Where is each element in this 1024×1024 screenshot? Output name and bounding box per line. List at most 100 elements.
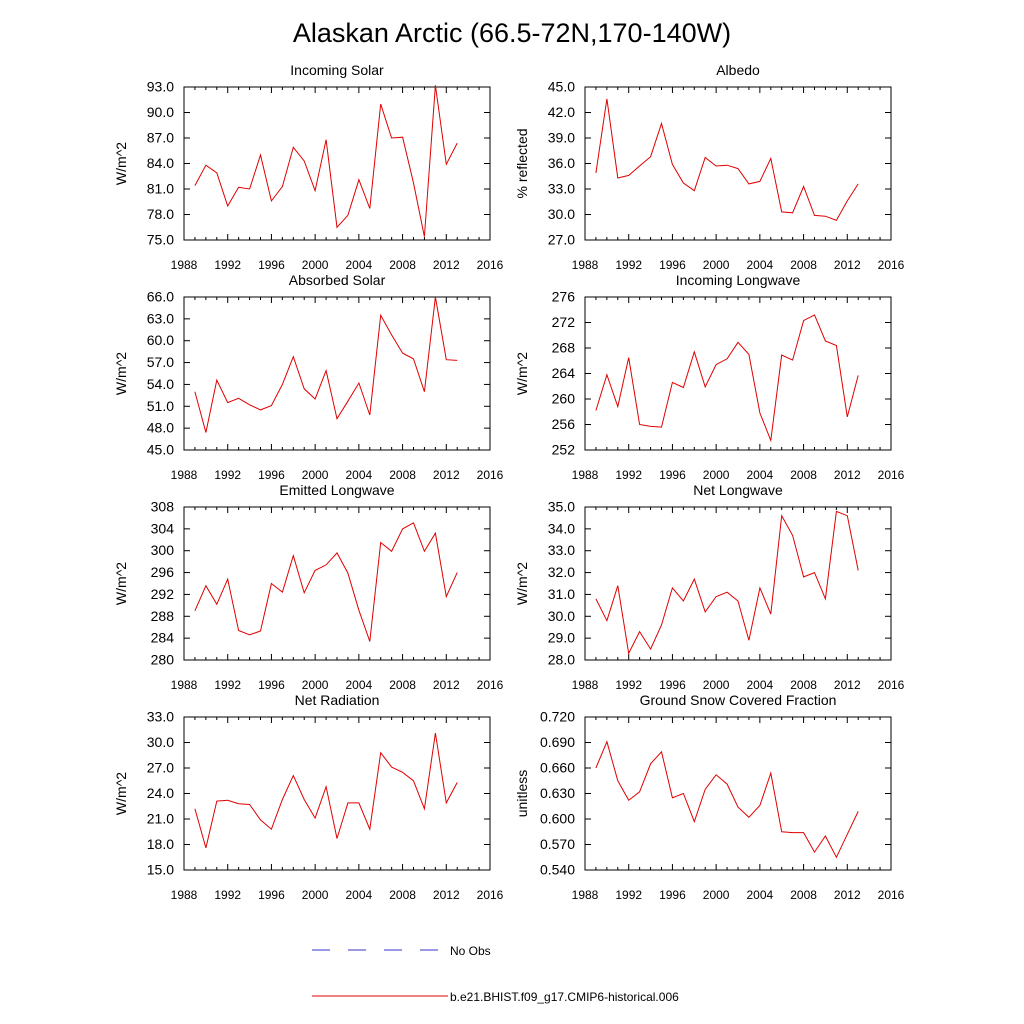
x-tick-label: 2000: [703, 468, 730, 482]
chart-panel: Ground Snow Covered Fraction unitless 1988…: [514, 692, 905, 902]
y-tick-label: 264: [552, 365, 576, 381]
x-tick-label: 1996: [659, 468, 686, 482]
y-tick-label: 27.0: [147, 760, 174, 776]
y-tick-label: 296: [151, 564, 175, 580]
x-tick-label: 1992: [615, 888, 642, 902]
y-axis-label: W/m^2: [113, 142, 129, 185]
x-tick-label: 2004: [346, 258, 373, 272]
y-tick-label: 268: [552, 340, 576, 356]
x-tick-label: 2012: [433, 468, 460, 482]
y-tick-label: 30.0: [548, 206, 575, 222]
chart-panel: Absorbed Solar W/m^2 1988 1992 1996 2000 2004 2…: [113, 272, 504, 482]
x-tick-label: 2004: [747, 258, 774, 272]
x-tick-label: 1988: [572, 258, 599, 272]
y-tick-label: 54.0: [147, 376, 174, 392]
series-line: [194, 85, 458, 237]
x-tick-label: 2004: [346, 468, 373, 482]
series-line: [595, 98, 859, 222]
series-line: [595, 740, 859, 859]
x-tick-label: 1988: [171, 468, 198, 482]
y-tick-label: 34.0: [548, 520, 575, 536]
x-tick-label: 2004: [346, 888, 373, 902]
y-tick-label: 0.540: [540, 862, 575, 878]
y-tick-label: 32.0: [548, 564, 575, 580]
x-tick-label: 2000: [302, 678, 329, 692]
plot-frame: [584, 86, 892, 241]
x-tick-label: 2016: [878, 258, 905, 272]
plot-frame: [584, 506, 892, 661]
y-tick-label: 35.0: [548, 499, 575, 515]
chart-panel: Incoming Solar W/m^2 1988 1992 1996 2000 2004 2…: [113, 62, 504, 272]
x-tick-label: 2008: [790, 888, 817, 902]
y-tick-label: 21.0: [147, 811, 174, 827]
y-tick-label: 284: [151, 630, 175, 646]
y-tick-label: 36.0: [548, 155, 575, 171]
legend-no-obs-label: No Obs: [450, 944, 491, 958]
x-tick-label: 2004: [346, 678, 373, 692]
y-tick-label: 48.0: [147, 420, 174, 436]
legend: No Obs b.e21.BHIST.f09_g17.CMIP6-histori…: [312, 944, 679, 1004]
y-tick-label: 252: [552, 442, 576, 458]
y-axis-label: W/m^2: [113, 352, 129, 395]
chart-title: Net Radiation: [295, 692, 380, 708]
y-tick-label: 18.0: [147, 836, 174, 852]
x-tick-label: 2008: [389, 468, 416, 482]
x-tick-label: 2000: [703, 678, 730, 692]
x-tick-label: 1988: [572, 678, 599, 692]
x-tick-label: 1988: [572, 888, 599, 902]
y-tick-label: 42.0: [548, 104, 575, 120]
y-tick-label: 288: [151, 608, 175, 624]
panels-container: Incoming Solar W/m^2 1988 1992 1996 2000 2004 2…: [113, 62, 905, 902]
y-axis-label: unitless: [514, 770, 530, 817]
y-tick-label: 60.0: [147, 332, 174, 348]
y-axis-label: % reflected: [514, 128, 530, 198]
y-tick-label: 0.690: [540, 734, 575, 750]
y-tick-label: 0.570: [540, 836, 575, 852]
y-tick-label: 0.600: [540, 811, 575, 827]
y-tick-label: 87.0: [147, 130, 174, 146]
x-tick-label: 2004: [747, 468, 774, 482]
chart-panel: Incoming Longwave W/m^2 1988 1992 1996 2000 20…: [514, 272, 905, 482]
y-tick-label: 0.660: [540, 760, 575, 776]
y-tick-label: 304: [151, 520, 175, 536]
series-line: [595, 314, 859, 443]
y-axis-label: W/m^2: [514, 352, 530, 395]
y-tick-label: 39.0: [548, 130, 575, 146]
series-line: [194, 522, 458, 642]
x-tick-label: 1992: [214, 678, 241, 692]
x-tick-label: 2016: [477, 678, 504, 692]
x-tick-label: 2016: [477, 258, 504, 272]
x-tick-label: 2016: [878, 678, 905, 692]
plot-frame: [183, 296, 491, 451]
x-tick-label: 2000: [302, 258, 329, 272]
chart-panel: Emitted Longwave W/m^2 1988 1992 1996 2000 200…: [113, 482, 504, 692]
chart-title: Ground Snow Covered Fraction: [640, 692, 837, 708]
x-tick-label: 1988: [171, 258, 198, 272]
y-tick-label: 57.0: [147, 354, 174, 370]
series-line: [595, 510, 859, 656]
chart-panel: Net Radiation W/m^2 1988 1992 1996 2000 2004 20…: [113, 692, 504, 902]
chart-title: Incoming Longwave: [676, 272, 801, 288]
x-tick-label: 1988: [572, 468, 599, 482]
y-tick-label: 31.0: [548, 586, 575, 602]
chart-title: Emitted Longwave: [279, 482, 394, 498]
x-tick-label: 1992: [214, 888, 241, 902]
y-tick-label: 45.0: [147, 442, 174, 458]
chart-panel: Albedo % reflected 1988 1992 1996 2000 2004 200…: [514, 62, 905, 272]
y-tick-label: 33.0: [548, 542, 575, 558]
y-tick-label: 0.630: [540, 785, 575, 801]
x-tick-label: 2000: [703, 888, 730, 902]
y-tick-label: 272: [552, 314, 576, 330]
x-tick-label: 2000: [302, 468, 329, 482]
x-tick-label: 1996: [258, 258, 285, 272]
y-tick-label: 256: [552, 416, 576, 432]
chart-panel: Net Longwave W/m^2 1988 1992 1996 2000 2004 200…: [514, 482, 905, 692]
x-tick-label: 2008: [790, 258, 817, 272]
x-tick-label: 2000: [703, 258, 730, 272]
y-tick-label: 0.720: [540, 709, 575, 725]
x-tick-label: 2012: [433, 888, 460, 902]
y-tick-label: 24.0: [147, 785, 174, 801]
x-tick-label: 2012: [834, 468, 861, 482]
y-axis-label: W/m^2: [113, 772, 129, 815]
y-tick-label: 28.0: [548, 652, 575, 668]
